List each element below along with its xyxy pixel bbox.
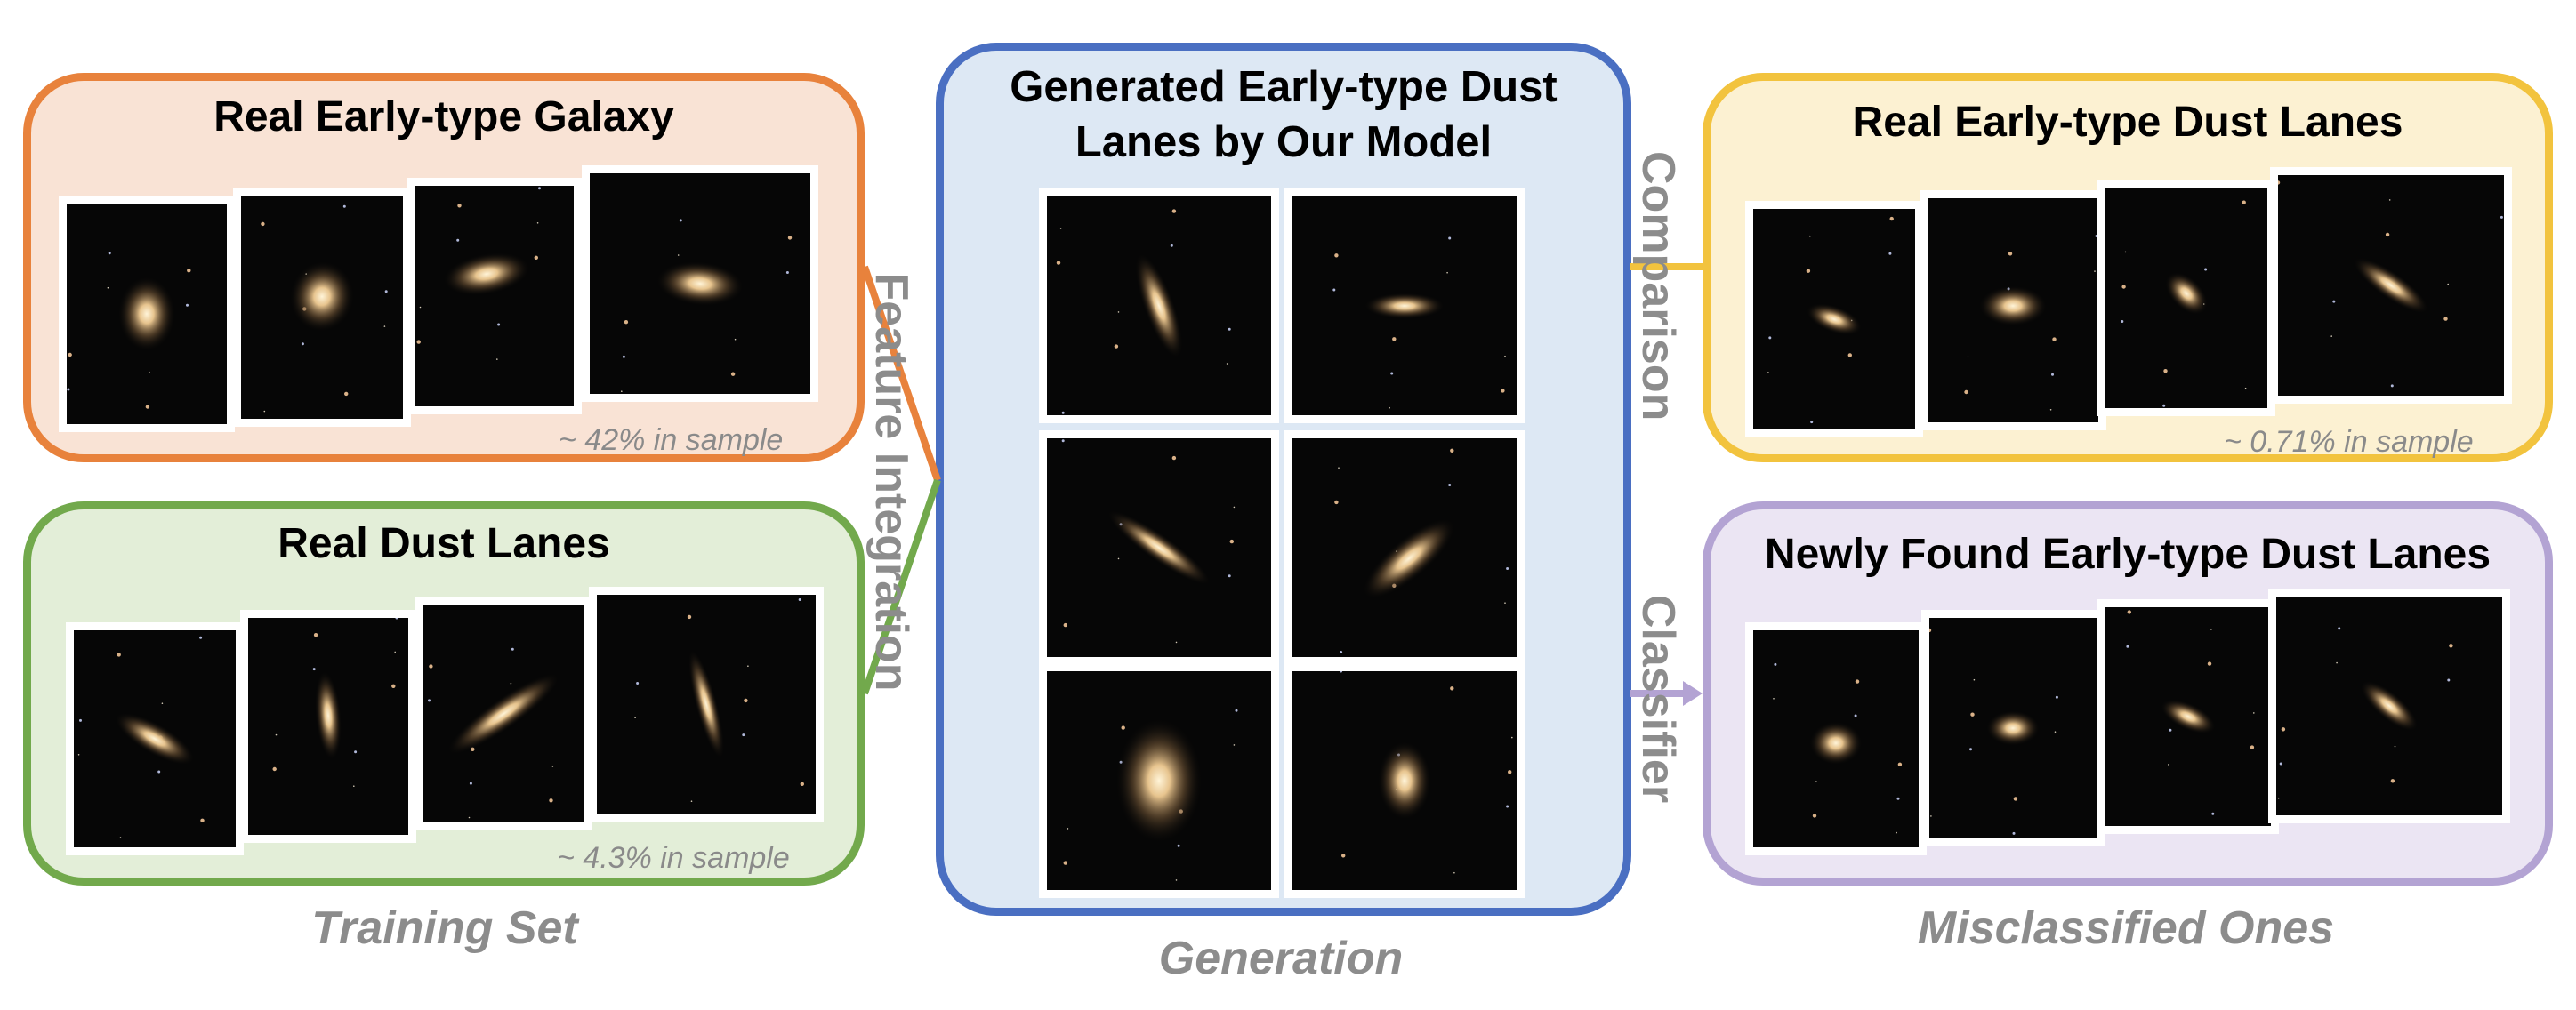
galaxy-image-icon — [59, 196, 235, 432]
note-dust-lanes-fraction: ~ 4.3% in sample — [557, 841, 790, 875]
caption-misclassified: Misclassified Ones — [1917, 902, 2335, 954]
galaxy-image-icon — [1039, 430, 1279, 665]
galaxy-image-icon — [2270, 167, 2512, 404]
panel-title-real-dust-lanes: Real Dust Lanes — [278, 520, 610, 567]
panel-title-generated-line2: Lanes by Our Model — [1075, 118, 1493, 166]
galaxy-image-icon — [66, 622, 244, 855]
galaxy-image-icon — [2268, 589, 2510, 823]
galaxy-image-icon — [1284, 663, 1525, 898]
galaxy-image-icon — [415, 597, 592, 830]
label-feature-integration: Feature Integration — [865, 272, 917, 692]
galaxy-image-icon — [1284, 188, 1525, 423]
galaxy-image-icon — [1745, 201, 1923, 437]
galaxy-image-icon — [1039, 663, 1279, 898]
classifier-arrow-head — [1683, 681, 1703, 706]
galaxy-image-icon — [1745, 622, 1927, 855]
galaxy-image-icon — [582, 165, 818, 402]
panel-title-newly-found-dust-lanes: Newly Found Early-type Dust Lanes — [1764, 531, 2491, 578]
galaxy-image-icon — [2097, 180, 2275, 416]
label-comparison: Comparison — [1632, 151, 1684, 421]
galaxy-image-icon — [2097, 599, 2279, 834]
panel-title-real-early-type-dust-lanes: Real Early-type Dust Lanes — [1852, 99, 2403, 146]
galaxy-image-icon — [1921, 610, 2105, 846]
galaxy-image-icon — [589, 587, 824, 822]
galaxy-image-icon — [1039, 188, 1279, 423]
panel-title-generated-line1: Generated Early-type Dust — [1010, 63, 1558, 111]
note-early-type-fraction: ~ 42% in sample — [559, 423, 784, 457]
panel-title-real-early-type-galaxy: Real Early-type Galaxy — [213, 93, 674, 140]
note-real-edl-fraction: ~ 0.71% in sample — [2224, 425, 2474, 459]
galaxy-image-icon — [1920, 190, 2106, 430]
galaxy-image-icon — [407, 178, 582, 414]
galaxy-image-icon — [240, 610, 416, 843]
galaxy-image-icon — [233, 188, 411, 427]
label-classifier: Classifier — [1632, 594, 1684, 804]
connector-early-type — [861, 265, 941, 482]
caption-generation: Generation — [1158, 933, 1404, 984]
caption-training-set: Training Set — [311, 902, 578, 954]
connector-dust-lanes — [861, 478, 941, 695]
galaxy-image-icon — [1284, 430, 1525, 665]
